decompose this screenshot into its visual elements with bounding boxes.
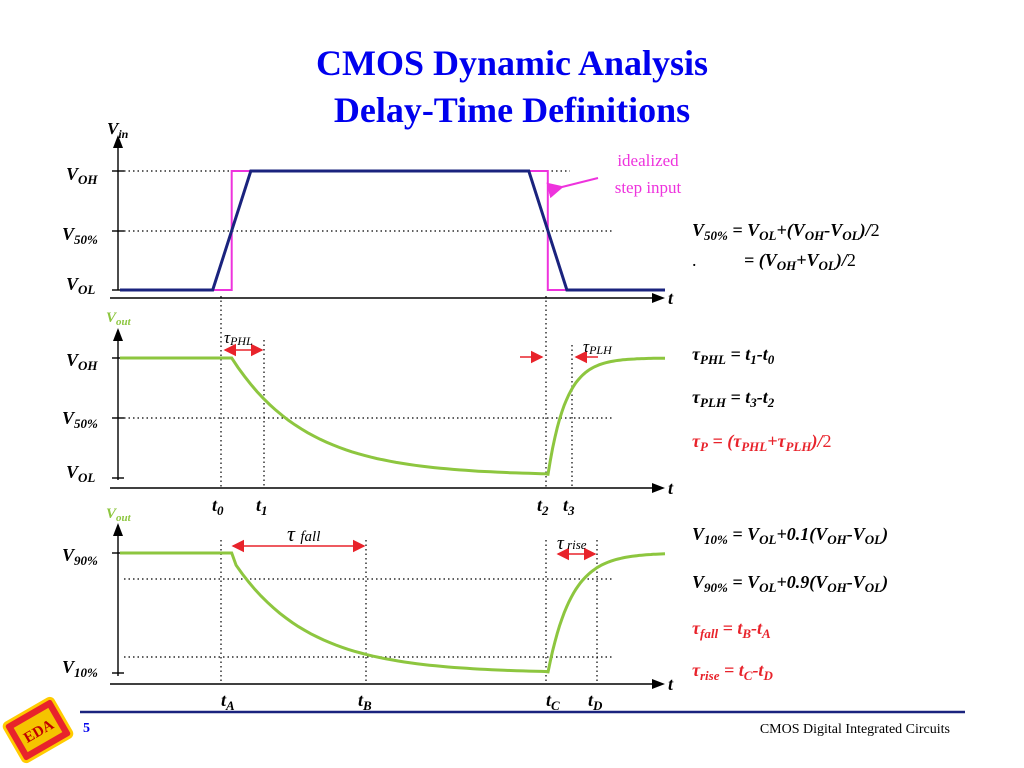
- vout-transition-chart: Vout V90% V10% t tA tB tC tD τ fall τ ri…: [62, 506, 674, 713]
- vout2-v90-label: V90%: [62, 545, 98, 568]
- actual-input-line: [120, 169, 665, 292]
- footer-text: CMOS Digital Integrated Circuits: [760, 722, 950, 737]
- vin-x-arrow: [652, 293, 665, 303]
- vout-transition-curve: [120, 551, 666, 674]
- tplh-label: τPLH: [583, 337, 613, 357]
- vout1-t-label: t: [668, 478, 674, 498]
- t3-label: t3: [563, 495, 575, 518]
- vout2-x-arrow: [652, 679, 665, 689]
- eq-tphl: τPHL = t1-t0: [692, 344, 775, 367]
- page-number: 5: [83, 721, 90, 736]
- tfall-label: τ fall: [287, 521, 320, 546]
- eq-tplh: τPLH = t3-t2: [692, 387, 775, 410]
- vin-voh-label: VOH: [66, 164, 98, 187]
- vout2-v10-label: V10%: [62, 657, 98, 680]
- vin-axis-label: Vin: [107, 119, 129, 141]
- tphl-label: τPHL: [224, 328, 253, 348]
- vout1-axis-label: Vout: [106, 310, 132, 328]
- vout-delay-curve: [120, 356, 665, 476]
- slide-title-line1: CMOS Dynamic Analysis: [316, 43, 708, 83]
- vin-v50-label: V50%: [62, 224, 98, 247]
- vin-vol-label: VOL: [66, 274, 95, 297]
- eq-v50-line1: V50% = VOL+(VOH-VOL)/2: [692, 220, 880, 243]
- eda-logo: EDA: [2, 696, 74, 764]
- t0-label: t0: [212, 495, 224, 518]
- eq-trise: τrise = tC-tD: [692, 660, 773, 683]
- tD-label: tD: [588, 690, 603, 713]
- vout1-x-arrow: [652, 483, 665, 493]
- tC-label: tC: [546, 690, 560, 713]
- eq-v10: V10% = VOL+0.1(VOH-VOL): [692, 524, 888, 547]
- annotation-line1: idealized: [617, 151, 679, 170]
- eq-tfall: τfall = tB-tA: [692, 618, 771, 641]
- vout-delay-chart: Vout VOH V50% VOL t t0 t1 t2 t3 τPHL τPL…: [62, 296, 674, 518]
- vin-chart: Vin VOH V50% VOL t idealized step input: [62, 119, 682, 308]
- vout1-v50-label: V50%: [62, 408, 98, 431]
- vout2-y-arrow: [113, 523, 123, 536]
- eq-v50-line2: . = (VOH+VOL)/2: [692, 250, 856, 273]
- eq-v90: V90% = VOL+0.9(VOH-VOL): [692, 572, 888, 595]
- tB-label: tB: [358, 690, 372, 713]
- vout2-t-label: t: [668, 674, 674, 694]
- t2-label: t2: [537, 495, 549, 518]
- t1-label: t1: [256, 495, 268, 518]
- tA-label: tA: [221, 690, 235, 713]
- annotation-line2: step input: [615, 178, 682, 197]
- vin-y-arrow: [113, 135, 123, 148]
- vout1-voh-label: VOH: [66, 350, 98, 373]
- slide-title-line2: Delay-Time Definitions: [334, 90, 690, 130]
- vout1-vol-label: VOL: [66, 462, 95, 485]
- equations: V50% = VOL+(VOH-VOL)/2 . = (VOH+VOL)/2 τP…: [692, 220, 888, 683]
- vout1-y-arrow: [113, 328, 123, 341]
- annotation-arrow: [546, 177, 599, 199]
- eq-tp: τP = (τPHL+τPLH)/2: [692, 431, 831, 454]
- vin-t-label: t: [668, 288, 674, 308]
- trise-label: τ rise: [557, 533, 587, 554]
- vout2-axis-label: Vout: [106, 506, 132, 524]
